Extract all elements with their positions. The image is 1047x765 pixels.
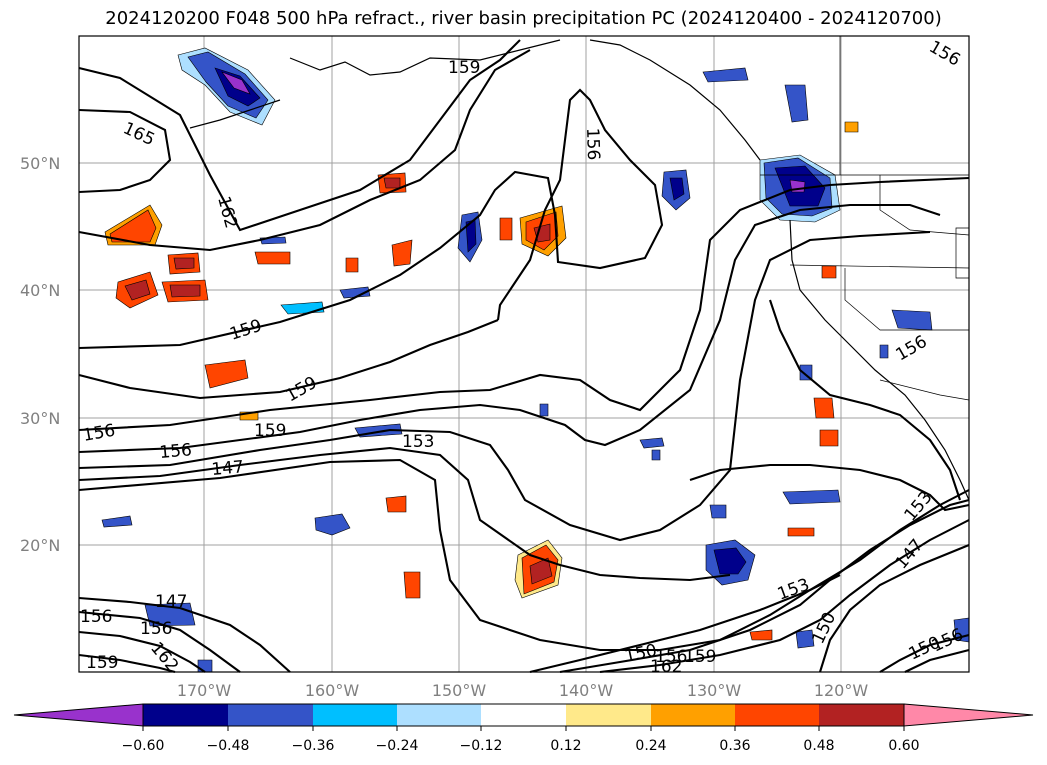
lat-label: 30°N xyxy=(20,409,60,428)
lon-label: 140°W xyxy=(559,681,614,700)
colorbar-tick-label: 0.12 xyxy=(550,738,581,754)
contour-label: 153 xyxy=(402,432,434,452)
latitude-labels: 50°N 40°N 30°N 20°N xyxy=(20,154,60,555)
contour-label: 147 xyxy=(155,592,187,612)
colorbar-bin xyxy=(313,704,397,726)
colorbar-bin xyxy=(228,704,313,726)
colorbar-tick-label: 0.24 xyxy=(635,738,666,754)
map-panel: 159 165 162 156 159 159 156 156 159 153 … xyxy=(78,35,970,677)
lon-label: 170°W xyxy=(177,681,232,700)
longitude-labels: 170°W 160°W 150°W 140°W 130°W 120°W xyxy=(177,681,869,700)
colorbar-tick-label: −0.12 xyxy=(460,738,503,754)
contour-label: 156 xyxy=(582,127,603,160)
contour-label: 147 xyxy=(211,457,245,480)
contour-label: 159 xyxy=(254,421,286,441)
lat-label: 50°N xyxy=(20,154,60,173)
colorbar-bin xyxy=(651,704,735,726)
colorbar-tick-label: 0.60 xyxy=(888,738,919,754)
colorbar-extend-low xyxy=(13,703,144,727)
contour-label: 156 xyxy=(655,647,687,667)
colorbar-tick-label: −0.48 xyxy=(207,738,250,754)
refractivity-contours xyxy=(78,39,970,674)
lat-label: 40°N xyxy=(20,281,60,300)
colorbar-bin xyxy=(566,704,651,726)
colorbar-bin xyxy=(481,704,566,726)
colorbar: −0.60 −0.48 −0.36 −0.24 −0.12 0.12 0.24 … xyxy=(13,703,1034,754)
map-title: 2024120200 F048 500 hPa refract., river … xyxy=(105,8,942,29)
contour-label: 156 xyxy=(80,607,112,627)
lon-label: 150°W xyxy=(432,681,487,700)
lon-label: 160°W xyxy=(305,681,360,700)
colorbar-tick-label: 0.36 xyxy=(719,738,750,754)
contour-label: 159 xyxy=(684,647,716,667)
borders xyxy=(760,36,970,401)
colorbar-bin xyxy=(735,704,819,726)
colorbar-bin xyxy=(143,704,228,726)
colorbar-tick-label: −0.36 xyxy=(292,738,335,754)
lon-label: 120°W xyxy=(814,681,869,700)
map-frame xyxy=(78,35,970,673)
colorbar-outline xyxy=(142,703,905,727)
colorbar-bin xyxy=(819,704,904,726)
contour-label: 156 xyxy=(140,619,172,639)
contour-label: 156 xyxy=(159,440,193,463)
lon-label: 130°W xyxy=(687,681,742,700)
colorbar-extend-high xyxy=(903,703,1034,727)
contour-label: 159 xyxy=(86,653,118,673)
colorbar-tick-label: −0.24 xyxy=(376,738,419,754)
colorbar-tick-label: −0.60 xyxy=(122,738,165,754)
colorbar-tick-label: 0.48 xyxy=(803,738,834,754)
lat-label: 20°N xyxy=(20,536,60,555)
contour-label: 162 xyxy=(650,657,682,677)
colorbar-bin xyxy=(397,704,481,726)
contour-label: 159 xyxy=(448,58,480,78)
